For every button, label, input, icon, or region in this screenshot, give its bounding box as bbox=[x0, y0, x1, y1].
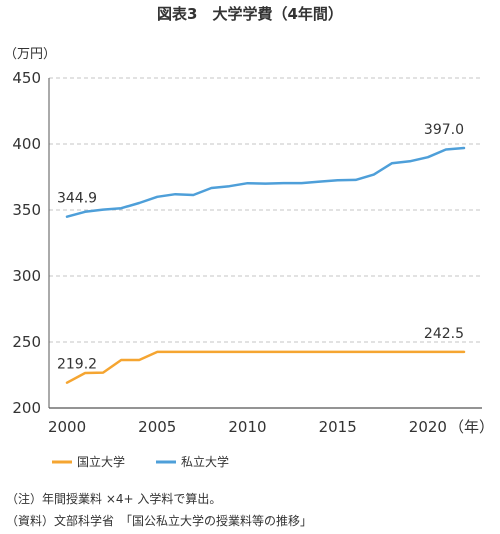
y-tick-label: 400 bbox=[12, 135, 41, 153]
data-point bbox=[391, 162, 393, 164]
y-tick-label: 200 bbox=[12, 399, 41, 417]
x-tick-label: 2005 bbox=[138, 418, 176, 436]
data-point bbox=[264, 351, 266, 353]
data-point bbox=[228, 351, 230, 353]
series-line-2 bbox=[65, 146, 466, 218]
data-point bbox=[156, 351, 158, 353]
data-point bbox=[192, 194, 194, 196]
data-point bbox=[391, 351, 393, 353]
data-point bbox=[246, 351, 248, 353]
data-point bbox=[336, 351, 338, 353]
data-point bbox=[156, 196, 158, 198]
x-axis-unit: （年） bbox=[449, 418, 494, 436]
data-point bbox=[463, 147, 465, 149]
legend-label-2: 私立大学 bbox=[181, 454, 229, 469]
data-point bbox=[318, 351, 320, 353]
data-point bbox=[355, 179, 357, 181]
data-point bbox=[282, 351, 284, 353]
data-point bbox=[138, 359, 140, 361]
y-axis-unit: （万円） bbox=[4, 47, 56, 62]
data-point bbox=[228, 185, 230, 187]
footnote-source: （資料）文部科学省 「国公私立大学の授業料等の推移」 bbox=[6, 514, 313, 528]
series-line-1 bbox=[65, 350, 466, 384]
data-point bbox=[336, 179, 338, 181]
x-tick-label: 2000 bbox=[48, 418, 86, 436]
data-point bbox=[66, 216, 68, 218]
data-point bbox=[210, 187, 212, 189]
data-point bbox=[409, 351, 411, 353]
data-point bbox=[120, 359, 122, 361]
data-point bbox=[445, 351, 447, 353]
data-point bbox=[300, 351, 302, 353]
data-point bbox=[427, 351, 429, 353]
y-tick-label: 300 bbox=[12, 267, 41, 285]
data-point bbox=[246, 182, 248, 184]
data-point bbox=[355, 351, 357, 353]
x-tick-label: 2020 bbox=[409, 418, 447, 436]
legend-label-1: 国立大学 bbox=[77, 454, 125, 469]
data-point bbox=[264, 182, 266, 184]
data-point bbox=[84, 211, 86, 213]
data-point bbox=[66, 381, 68, 383]
data-point bbox=[102, 208, 104, 210]
data-point bbox=[373, 351, 375, 353]
data-point bbox=[463, 351, 465, 353]
data-point bbox=[282, 182, 284, 184]
data-point bbox=[174, 193, 176, 195]
data-label: 219.2 bbox=[57, 357, 97, 373]
data-label: 242.5 bbox=[424, 326, 464, 342]
data-point bbox=[192, 351, 194, 353]
data-point bbox=[318, 180, 320, 182]
data-label: 397.0 bbox=[424, 122, 464, 138]
chart-title: 図表3 大学学費（4年間） bbox=[157, 5, 343, 23]
data-point bbox=[445, 148, 447, 150]
y-tick-label: 350 bbox=[12, 201, 41, 219]
x-tick-label: 2010 bbox=[228, 418, 266, 436]
footnote-note: （注）年間授業料 ×4+ 入学料で算出。 bbox=[6, 492, 222, 506]
data-label: 344.9 bbox=[57, 191, 97, 207]
data-point bbox=[300, 182, 302, 184]
data-point bbox=[138, 202, 140, 204]
data-point bbox=[373, 173, 375, 175]
data-point bbox=[102, 371, 104, 373]
y-tick-label: 450 bbox=[12, 69, 41, 87]
data-point bbox=[174, 351, 176, 353]
data-point bbox=[120, 207, 122, 209]
data-point bbox=[427, 156, 429, 158]
y-tick-label: 250 bbox=[12, 333, 41, 351]
data-point bbox=[409, 160, 411, 162]
x-tick-label: 2015 bbox=[319, 418, 357, 436]
data-point bbox=[210, 351, 212, 353]
